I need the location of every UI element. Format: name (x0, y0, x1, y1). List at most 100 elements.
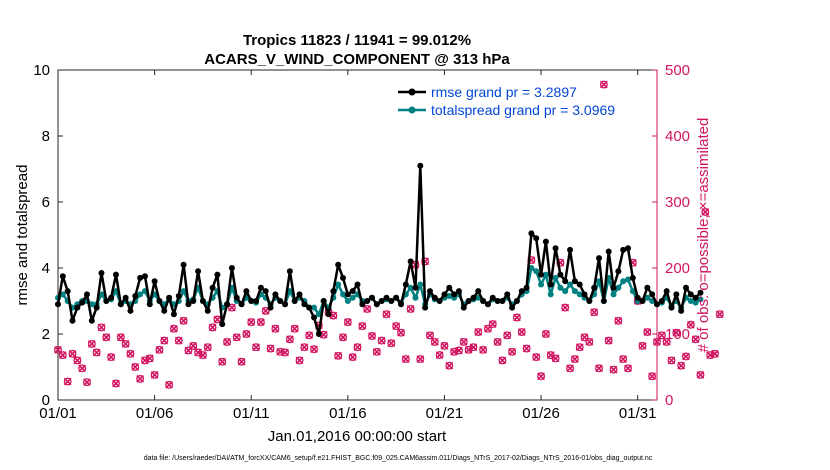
rmse-point (311, 314, 318, 321)
obs-assimilated-marker (232, 333, 241, 342)
obs-point (223, 337, 232, 346)
rmse-point (649, 291, 656, 298)
obs-assimilated-marker (252, 343, 260, 352)
obs-point (218, 357, 227, 366)
obs-assimilated-marker (382, 310, 391, 319)
obs-point (614, 316, 623, 325)
obs-point (440, 341, 449, 350)
obs-assimilated-marker (126, 349, 135, 358)
obs-point (256, 318, 265, 327)
obs-possible-marker (368, 332, 376, 340)
obs-possible-marker (112, 379, 120, 388)
y-axis-right: 0100200300400500 (652, 62, 690, 409)
rmse-point (291, 298, 298, 304)
obs-possible-marker (252, 343, 261, 352)
obs-assimilated-marker (271, 324, 280, 333)
obs-point (454, 346, 463, 355)
rmse-point (306, 304, 313, 311)
rmse-point (180, 261, 187, 268)
obs-possible-marker (469, 343, 478, 352)
obs-possible-marker (397, 328, 405, 337)
obs-possible-marker (454, 346, 463, 355)
obs-assimilated-marker (343, 318, 352, 326)
obs-assimilated-marker (107, 353, 116, 361)
totalspread-point (629, 288, 636, 295)
obs-point (657, 331, 666, 340)
y-axis-left: 0 2 4 6 8 10 (33, 62, 63, 409)
obs-assimilated-marker (353, 343, 362, 352)
obs-possible-marker (165, 380, 174, 389)
rmse-point (228, 265, 235, 271)
obs-possible-marker (116, 333, 125, 342)
totalspread-point (349, 294, 356, 301)
rmse-point (55, 301, 61, 308)
obs-point (609, 365, 618, 374)
rmse-point (243, 288, 250, 295)
rmse-point (552, 245, 559, 252)
obs-point (73, 356, 82, 365)
obs-point (131, 363, 140, 371)
rmse-point (349, 288, 356, 295)
totalspread-point (562, 288, 569, 295)
obs-possible-marker (624, 364, 632, 373)
totalspread-point (620, 278, 627, 285)
rmse-point (108, 294, 115, 301)
obs-assimilated-marker (68, 349, 77, 358)
obs-possible-marker (483, 324, 492, 333)
obs-assimilated-marker (136, 375, 144, 383)
obs-point (136, 374, 145, 383)
totalspread-point (557, 284, 564, 291)
totalspread-point (687, 298, 694, 304)
rmse-point (340, 274, 347, 281)
y-left-tick-label: 6 (42, 194, 50, 211)
obs-point (604, 336, 613, 345)
obs-possible-marker (445, 361, 454, 370)
rmse-point (233, 294, 240, 301)
totalspread-point (407, 284, 414, 291)
rmse-point (368, 294, 375, 301)
obs-point (285, 335, 294, 344)
legend-rmse-marker (408, 88, 416, 96)
obs-assimilated-marker (662, 338, 671, 346)
obs-possible-marker (440, 341, 449, 350)
rmse-point (132, 293, 139, 300)
obs-assimilated-marker (653, 338, 661, 346)
obs-assimilated-marker (348, 353, 357, 361)
obs-possible-marker (68, 349, 77, 358)
obs-point (145, 354, 154, 363)
obs-point (160, 336, 169, 345)
obs-possible-marker (488, 320, 497, 329)
obs-point (387, 339, 396, 348)
obs-assimilated-marker (696, 371, 705, 379)
obs-possible-marker (203, 343, 212, 352)
obs-possible-marker (107, 353, 116, 362)
obs-point (247, 318, 256, 327)
legend-totalspread-marker (408, 106, 416, 114)
obs-point (68, 349, 77, 358)
obs-possible-marker (184, 346, 193, 355)
rmse-point (286, 268, 293, 275)
obs-point (63, 377, 72, 386)
obs-point (561, 303, 570, 312)
obs-possible-marker (63, 377, 72, 386)
obs-possible-marker (551, 354, 560, 363)
rmse-point (446, 284, 453, 291)
rmse-point (146, 301, 153, 308)
obs-point (353, 343, 362, 352)
rmse-point (335, 261, 342, 268)
obs-assimilated-marker (479, 345, 487, 354)
totalspread-point (552, 274, 559, 281)
obs-assimilated-marker (116, 333, 125, 342)
rmse-point (620, 246, 627, 253)
rmse-point (417, 162, 424, 169)
rmse-point (204, 307, 211, 314)
obs-possible-marker (667, 356, 676, 365)
obs-assimilated-marker (242, 330, 251, 338)
rmse-point (402, 281, 409, 288)
totalspread-point (137, 291, 144, 298)
obs-assimilated-marker (513, 313, 521, 322)
obs-possible-marker (585, 337, 594, 346)
obs-possible-marker (580, 333, 589, 342)
obs-series (54, 80, 724, 389)
obs-assimilated-marker (372, 347, 381, 356)
